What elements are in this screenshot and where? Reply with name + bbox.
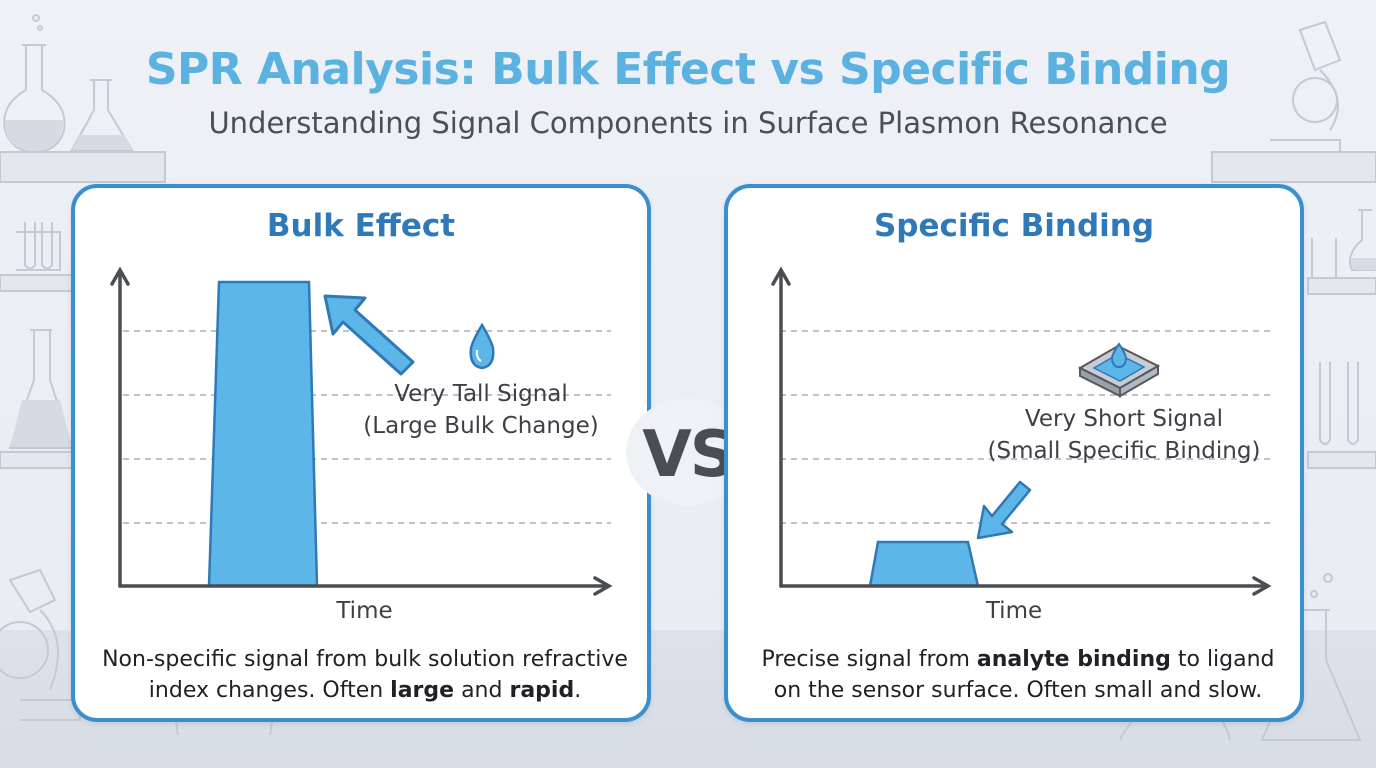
specific-description-line2: on the sensor surface. Often small and s… <box>773 678 1263 703</box>
bulk-x-axis-label: Time <box>336 598 393 624</box>
specific-annotation: Very Short Signal (Small Specific Bindin… <box>964 403 1284 467</box>
specific-desc-text: Precise signal from <box>761 647 977 672</box>
specific-description-line1: Precise signal from analyte binding to l… <box>738 644 1298 675</box>
bulk-callout-arrow <box>323 294 415 376</box>
y-axis-arrow <box>110 266 130 286</box>
vs-label: VS <box>642 418 736 492</box>
specific-annotation-line1: Very Short Signal <box>1024 406 1224 432</box>
page-title: SPR Analysis: Bulk Effect vs Specific Bi… <box>145 44 1231 95</box>
specific-signal-pulse <box>868 540 980 588</box>
specific-description: Precise signal from analyte binding to l… <box>738 644 1298 706</box>
specific-callout-arrow <box>976 480 1032 540</box>
page-subtitle: Understanding Signal Components in Surfa… <box>208 106 1168 140</box>
bulk-desc-text: and <box>454 678 510 703</box>
bulk-description-line1: Non-specific signal from bulk solution r… <box>102 647 628 672</box>
bulk-description-line2: index changes. Often large and rapid. <box>85 675 645 706</box>
bulk-effect-title: Bulk Effect <box>266 208 456 244</box>
bulk-desc-text: index changes. Often <box>148 678 391 703</box>
bulk-desc-bold-rapid: rapid <box>509 678 575 703</box>
specific-binding-chart <box>771 266 1272 596</box>
bulk-annotation-line2: (Large Bulk Change) <box>363 413 599 439</box>
bulk-signal-pulse <box>207 280 319 588</box>
specific-desc-text: to ligand <box>1170 647 1275 672</box>
bulk-desc-text: . <box>574 678 582 703</box>
bulk-effect-panel: Bulk Effect Very Tall Signal (Large Bulk… <box>71 184 651 722</box>
specific-binding-panel: Specific Binding Very Short Signal (Smal… <box>724 184 1304 722</box>
x-axis-arrow <box>593 576 613 596</box>
bulk-description: Non-specific signal from bulk solution r… <box>85 644 645 706</box>
bulk-desc-bold-large: large <box>390 678 455 703</box>
water-drop-icon <box>469 322 495 370</box>
sensor-chip-drop-icon <box>1077 342 1161 398</box>
specific-desc-bold-analyte: analyte binding <box>976 647 1171 672</box>
x-axis-arrow <box>1252 576 1272 596</box>
bulk-annotation-line1: Very Tall Signal <box>394 381 568 407</box>
bulk-annotation: Very Tall Signal (Large Bulk Change) <box>341 378 621 442</box>
specific-binding-title: Specific Binding <box>873 208 1155 244</box>
y-axis-arrow <box>771 266 791 286</box>
bulk-effect-chart <box>110 266 613 596</box>
specific-x-axis-label: Time <box>985 598 1043 624</box>
specific-annotation-line2: (Small Specific Binding) <box>987 438 1261 464</box>
